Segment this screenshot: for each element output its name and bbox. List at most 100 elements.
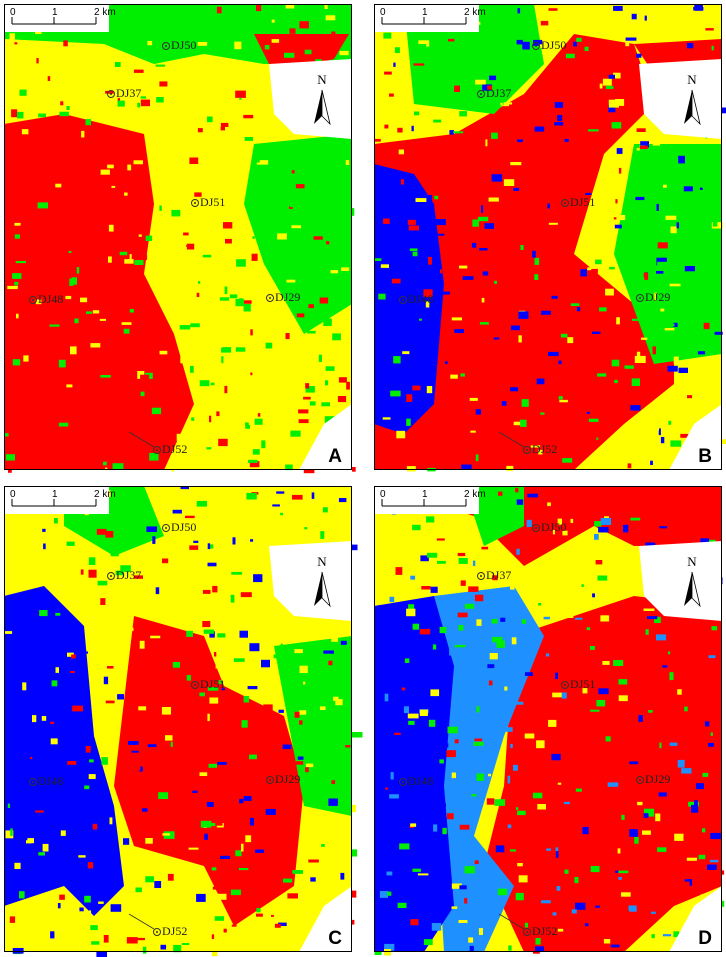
facies-patch (657, 242, 668, 249)
facies-patch (704, 721, 710, 727)
facies-patch (325, 380, 329, 386)
facies-patch (497, 888, 508, 896)
facies-patch (374, 286, 382, 295)
facies-patch (608, 105, 616, 113)
facies-patch (605, 288, 614, 296)
facies-patch (26, 618, 31, 624)
facies-patch (263, 704, 273, 712)
facies-patch (81, 130, 85, 138)
facies-patch (498, 491, 503, 496)
facies-patch (683, 186, 693, 192)
facies-patch (454, 329, 464, 334)
facies-patch (249, 754, 257, 760)
facies-patch (611, 122, 622, 129)
facies-patch (22, 325, 29, 333)
facies-patch (554, 122, 564, 126)
well-marker (162, 524, 170, 532)
facies-patch (419, 628, 431, 635)
facies-patch (264, 45, 270, 50)
facies-patch (156, 97, 164, 103)
north-arrow (684, 90, 692, 124)
facies-patch (516, 84, 520, 89)
facies-patch (243, 114, 254, 119)
facies-patch (461, 464, 472, 470)
facies-patch (300, 254, 303, 259)
scale-label: 1 (52, 7, 58, 18)
facies-patch (254, 81, 258, 85)
facies-patch (125, 945, 134, 951)
facies-patch (385, 787, 388, 790)
facies-patch (169, 573, 172, 581)
facies-patch (645, 629, 649, 635)
facies-patch (419, 318, 422, 321)
facies-patch (567, 610, 574, 618)
facies-patch (471, 794, 477, 797)
facies-patch (181, 200, 185, 208)
facies-patch (514, 72, 525, 78)
facies-patch (92, 290, 100, 298)
facies-patch (176, 433, 185, 441)
facies-patch (565, 53, 575, 59)
facies-patch (699, 187, 703, 190)
facies-patch (423, 195, 433, 203)
facies-patch (120, 525, 128, 534)
well-marker (191, 681, 199, 689)
facies-patch (10, 828, 13, 836)
facies-patch (594, 521, 602, 527)
facies-patch (469, 945, 474, 951)
facies-patch (115, 62, 121, 67)
facies-patch (403, 706, 409, 714)
facies-patch (196, 500, 207, 507)
facies-patch (425, 301, 430, 308)
facies-patch (639, 145, 648, 149)
facies-patch (190, 700, 193, 705)
facies-patch (543, 616, 550, 620)
facies-patch (246, 492, 257, 500)
well-label: DJ37 (116, 86, 141, 100)
facies-patch (384, 794, 392, 800)
facies-patch (476, 773, 484, 781)
facies-patch (220, 855, 230, 859)
facies-patch (337, 173, 342, 179)
facies-patch (145, 838, 153, 844)
north-arrow (691, 571, 701, 608)
facies-patch (600, 684, 611, 688)
facies-patch (599, 307, 607, 312)
well-marker (526, 931, 528, 933)
facies-patch (225, 433, 228, 442)
facies-patch (331, 409, 342, 413)
north-arrow (321, 571, 331, 608)
facies-patch (630, 405, 641, 411)
facies-patch (20, 221, 27, 229)
facies-patch (127, 164, 132, 171)
facies-patch (145, 876, 154, 883)
facies-patch (602, 661, 610, 665)
facies-patch (605, 736, 611, 742)
facies-patch (391, 639, 396, 643)
facies-patch (615, 99, 625, 106)
facies-patch (656, 203, 659, 211)
well-label: DJ37 (116, 568, 141, 582)
facies-patch (656, 257, 667, 266)
facies-patch (250, 372, 253, 376)
facies-patch (476, 44, 480, 51)
facies-patch (513, 519, 524, 525)
facies-patch (217, 762, 227, 765)
facies-patch (99, 318, 106, 321)
facies-patch (428, 719, 436, 727)
map-panel: 0 1 2 km N DJ50 DJ37 DJ51 DJ48 DJ29 DJ52 B (374, 4, 726, 472)
facies-patch (638, 715, 643, 722)
facies-patch (637, 801, 643, 806)
no-data-area (669, 404, 722, 470)
facies-patch (135, 887, 142, 893)
facies-patch (15, 84, 25, 91)
facies-patch (545, 653, 550, 657)
facies-patch (184, 815, 194, 821)
facies-patch (259, 583, 264, 589)
facies-patch (551, 753, 561, 761)
facies-patch (470, 430, 476, 433)
facies-patch (162, 558, 169, 564)
facies-patch (228, 801, 237, 808)
facies-patch (188, 77, 197, 84)
facies-patch (536, 378, 545, 385)
